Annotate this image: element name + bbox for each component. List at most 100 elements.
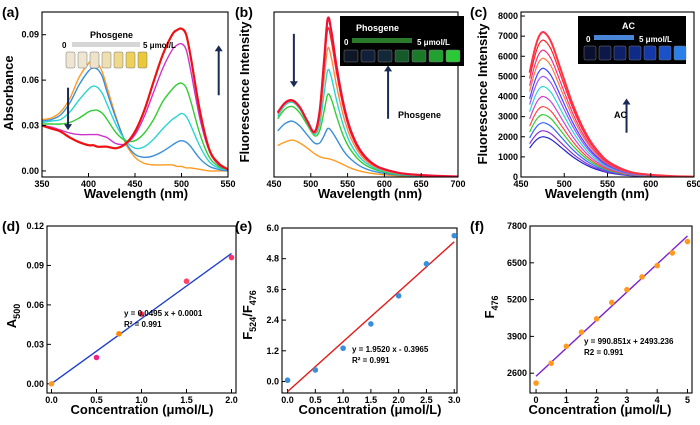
- panel-a-inset-vial: [89, 51, 100, 69]
- panel-c: (c) 450 500 550 600 650 0 1000 2000 3000 4000 5000…: [470, 4, 700, 201]
- panel-e-ylabel-main: F: [240, 332, 255, 340]
- panel-b-plot: 450 500 550 600 650 700: [266, 11, 466, 189]
- panel-d-ytick-label: 0.06: [26, 300, 44, 310]
- panel-e-ylabel-sub2: 476: [248, 290, 258, 305]
- panel-c-inset-vial: [658, 45, 672, 61]
- panel-a-plot: 350 400 450 500 550 0.00 0.03 0.06 0.09: [21, 11, 236, 189]
- panel-f: (f) 0 1 2 3 4 5 2600 3900 5200 6500 7800 Concentra…: [470, 218, 693, 417]
- panel-a-series-line: [42, 27, 228, 171]
- panel-c-xtick-label: 550: [600, 179, 615, 189]
- panel-e-plot: 0.0 0.5 1.0 1.5 2.0 2.5 3.0 0.0 1.2 2.4 3.6 4.8 6.0: [266, 223, 460, 405]
- panel-b-inset: Phosgene 0 5 μmol/L: [340, 16, 464, 66]
- panel-f-r2: R2 = 0.991: [584, 348, 624, 357]
- panel-a-ylabel: Absorbance: [1, 55, 16, 130]
- panel-a-series-line: [42, 82, 228, 171]
- panel-b-xtick-label: 650: [414, 179, 429, 189]
- panel-c-ytick-label: 7000: [498, 31, 518, 41]
- panel-f-xtick-label: 1: [564, 395, 569, 405]
- panel-f-ylabel: F476: [482, 296, 500, 319]
- panel-d-ytick-label: 0.00: [26, 379, 44, 389]
- panel-d-ytick-label: 0.12: [26, 221, 44, 231]
- panel-b-inset-vial: [377, 49, 393, 63]
- panel-a-inset-range-start: 0: [62, 41, 67, 50]
- panel-a-inset-range-end: 5 μmol/L: [143, 41, 176, 50]
- panel-c-ytick-label: 2000: [498, 132, 518, 142]
- panel-c-trend-arrow-head: [622, 98, 631, 105]
- panel-a-series-line: [42, 42, 228, 171]
- panel-c-inset-vial: [583, 45, 597, 61]
- panel-b-inset-vial: [343, 49, 359, 63]
- panel-f-data-point: [639, 274, 645, 280]
- panel-c-xtick-label: 600: [643, 179, 658, 189]
- panel-a-ytick-label: 0.09: [21, 30, 39, 40]
- panel-e-data-point: [451, 232, 458, 239]
- panel-a-xtick-label: 350: [34, 179, 49, 189]
- panel-b-xtick-label: 600: [377, 179, 392, 189]
- panel-a-series-line: [42, 59, 228, 172]
- panel-d-equation: y = 0.0495 x + 0.0001: [124, 309, 203, 318]
- panel-d-ylabel-sub: 500: [12, 304, 22, 319]
- panel-f-data-point: [563, 343, 570, 350]
- panel-b-trend-arrow-head: [384, 65, 393, 72]
- panel-a-label: (a): [2, 4, 19, 20]
- panel-f-ytick-label: 3900: [507, 331, 527, 341]
- panel-b-inset-range-end: 5 μmol/L: [417, 38, 450, 47]
- panel-a-series-line: [42, 85, 228, 171]
- panel-b-xtick-label: 450: [266, 179, 281, 189]
- panel-a-ytick-label: 0.00: [21, 166, 39, 176]
- panel-c-ytick-label: 4000: [498, 92, 518, 102]
- panel-b-inset-vial: [360, 49, 376, 63]
- panel-d-ylabel-main: A: [4, 318, 19, 328]
- panel-f-xtick-label: 0: [534, 395, 539, 405]
- panel-c-ytick-label: 6000: [498, 51, 518, 61]
- panel-e: (e) 0.0 0.5 1.0 1.5 2.0 2.5 3.0 0.0 1.2 2.4 3.6 4.8…: [235, 218, 460, 417]
- panel-f-xtick-label: 3: [624, 395, 629, 405]
- panel-f-equation: y = 990.851x + 2493.236: [584, 337, 674, 346]
- panel-c-inset-range-start: 0: [586, 35, 591, 44]
- panel-f-data-point: [548, 360, 554, 367]
- panel-e-data-point: [340, 345, 346, 352]
- panel-f-ylabel-main: F: [482, 310, 497, 318]
- panel-c-xtick-label: 650: [686, 179, 700, 189]
- panel-f-ylabel-sub: 476: [490, 296, 500, 311]
- panel-e-data-point: [284, 377, 291, 384]
- panel-e-r2: R² = 0.991: [352, 356, 390, 365]
- panel-e-ylabel-sub1: 524: [248, 317, 258, 332]
- panel-c-inset-vial: [628, 45, 642, 61]
- panel-c-series-group: [528, 31, 694, 177]
- panel-c-xtick-label: 450: [513, 179, 528, 189]
- panel-d-fit-line: [51, 252, 232, 385]
- panel-f-xlabel: Concentration (μmol/L): [529, 402, 672, 417]
- panel-a-inset-vial: [125, 51, 136, 69]
- panel-f-data-point: [684, 238, 691, 245]
- panel-d-xtick-label: 0.5: [90, 395, 103, 405]
- panel-a-trend-arrow-head: [64, 124, 73, 131]
- panel-c-inset-gradient: [594, 35, 634, 40]
- panel-e-ytick-label: 1.2: [266, 346, 279, 356]
- panel-b-xtick-label: 500: [303, 179, 318, 189]
- panel-a-inset: Phosgene 0 5 μmol/L: [62, 30, 176, 69]
- panel-c-inset-vial: [643, 45, 657, 61]
- panel-a-trend-arrow-head: [214, 45, 223, 52]
- panel-c-inset-title: AC: [622, 21, 635, 31]
- panel-e-equation: y = 1.9520 x - 0.3965: [352, 345, 429, 354]
- panel-c-ylabel: Fluorescence Intensity: [475, 23, 490, 165]
- panel-f-data-point: [578, 329, 585, 335]
- panel-e-ytick-label: 4.8: [266, 254, 279, 264]
- panel-d-label: (d): [2, 218, 20, 234]
- panel-c-ytick-label: 8000: [498, 11, 518, 21]
- panel-d-xtick-label: 1.0: [135, 395, 148, 405]
- panel-c-inset-vial: [613, 45, 627, 61]
- panel-d: (d) 0.0 0.5 1.0 1.5 2.00.000.030.060.090.12 …: [2, 218, 238, 417]
- panel-a: (a) 350 400 450 500 550 0.00 0.03 0.06 0.09 Wave…: [1, 4, 236, 201]
- panel-a-series-group: [42, 27, 228, 172]
- panel-c-ytick-label: 1000: [498, 152, 518, 162]
- panel-f-data-point: [654, 262, 660, 269]
- panel-b-inset-vial: [411, 49, 427, 63]
- panel-f-xtick-label: 4: [655, 395, 660, 405]
- panel-b-series-line: [276, 16, 458, 177]
- panel-b-series-line: [277, 139, 458, 177]
- panel-a-inset-vial: [65, 51, 76, 69]
- panel-e-ylabel: F524/F476: [240, 290, 258, 340]
